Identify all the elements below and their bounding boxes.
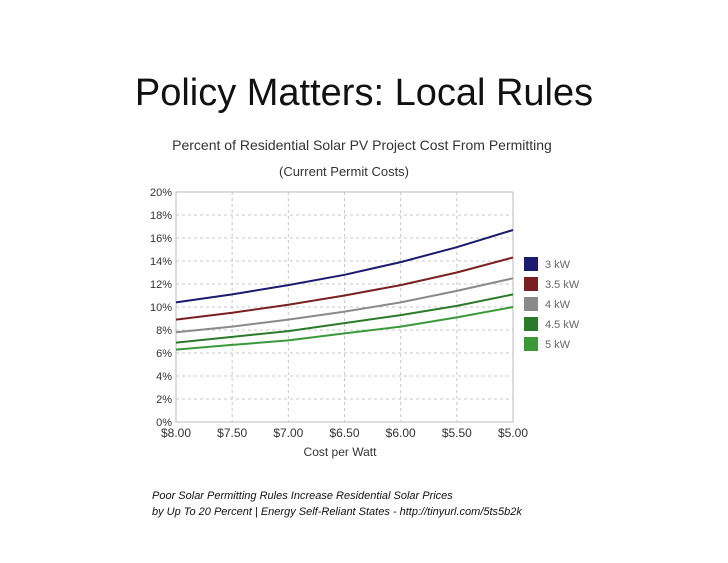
chart-subtitle: (Current Permit Costs) xyxy=(279,164,409,179)
y-tick-label: 14% xyxy=(150,256,172,268)
legend-swatch xyxy=(524,257,538,271)
legend-swatch xyxy=(524,277,538,291)
series-line-4-5-kw xyxy=(175,293,514,344)
y-tick-label: 18% xyxy=(150,210,172,222)
x-tick-label: $5.00 xyxy=(498,426,528,440)
y-tick-label: 4% xyxy=(156,371,172,383)
x-tick-label: $7.00 xyxy=(273,426,303,440)
gridlines xyxy=(175,191,514,423)
series-lines xyxy=(175,229,514,351)
legend-label: 4.5 kW xyxy=(545,319,580,331)
x-tick-label: $6.50 xyxy=(329,426,359,440)
y-tick-label: 0% xyxy=(156,417,172,429)
legend: 3 kW 3.5 kW 4 kW 4.5 kW 5 kW xyxy=(524,257,580,351)
x-tick-label: $6.00 xyxy=(386,426,416,440)
series-line-3-5-kw xyxy=(175,256,514,321)
series-line-5-kw xyxy=(175,306,514,351)
x-tick-label: $8.00 xyxy=(161,426,191,440)
y-tick-label: 6% xyxy=(156,348,172,360)
legend-label: 3.5 kW xyxy=(545,279,580,291)
x-tick-label: $5.50 xyxy=(442,426,472,440)
legend-swatch xyxy=(524,297,538,311)
chart-title: Percent of Residential Solar PV Project … xyxy=(172,137,552,153)
y-tick-label: 20% xyxy=(150,187,172,199)
y-tick-label: 8% xyxy=(156,325,172,337)
y-tick-label: 12% xyxy=(150,279,172,291)
y-tick-label: 16% xyxy=(150,233,172,245)
line-chart: Percent of Residential Solar PV Project … xyxy=(150,137,580,459)
x-axis-ticks: $8.00 $7.50 $7.00 $6.50 $6.00 $5.50 $5.00 xyxy=(161,426,528,440)
slide-title: Policy Matters: Local Rules xyxy=(134,72,594,114)
series-line-4-kw xyxy=(175,277,514,334)
legend-swatch xyxy=(524,337,538,351)
footer-line-1: Poor Solar Permitting Rules Increase Res… xyxy=(152,490,453,502)
y-axis-ticks: 0% 2% 4% 6% 8% 10% 12% 14% 16% 18% 20% xyxy=(150,187,172,429)
y-tick-label: 10% xyxy=(150,302,172,314)
source-footer: Poor Solar Permitting Rules Increase Res… xyxy=(152,488,522,520)
legend-label: 4 kW xyxy=(545,299,571,311)
x-tick-label: $7.50 xyxy=(217,426,247,440)
legend-label: 5 kW xyxy=(545,339,571,351)
y-tick-label: 2% xyxy=(156,394,172,406)
legend-swatch xyxy=(524,317,538,331)
footer-line-2: by Up To 20 Percent | Energy Self-Relian… xyxy=(152,506,522,518)
series-line-3-kw xyxy=(175,229,514,304)
legend-label: 3 kW xyxy=(545,259,571,271)
x-axis-label: Cost per Watt xyxy=(304,445,378,459)
